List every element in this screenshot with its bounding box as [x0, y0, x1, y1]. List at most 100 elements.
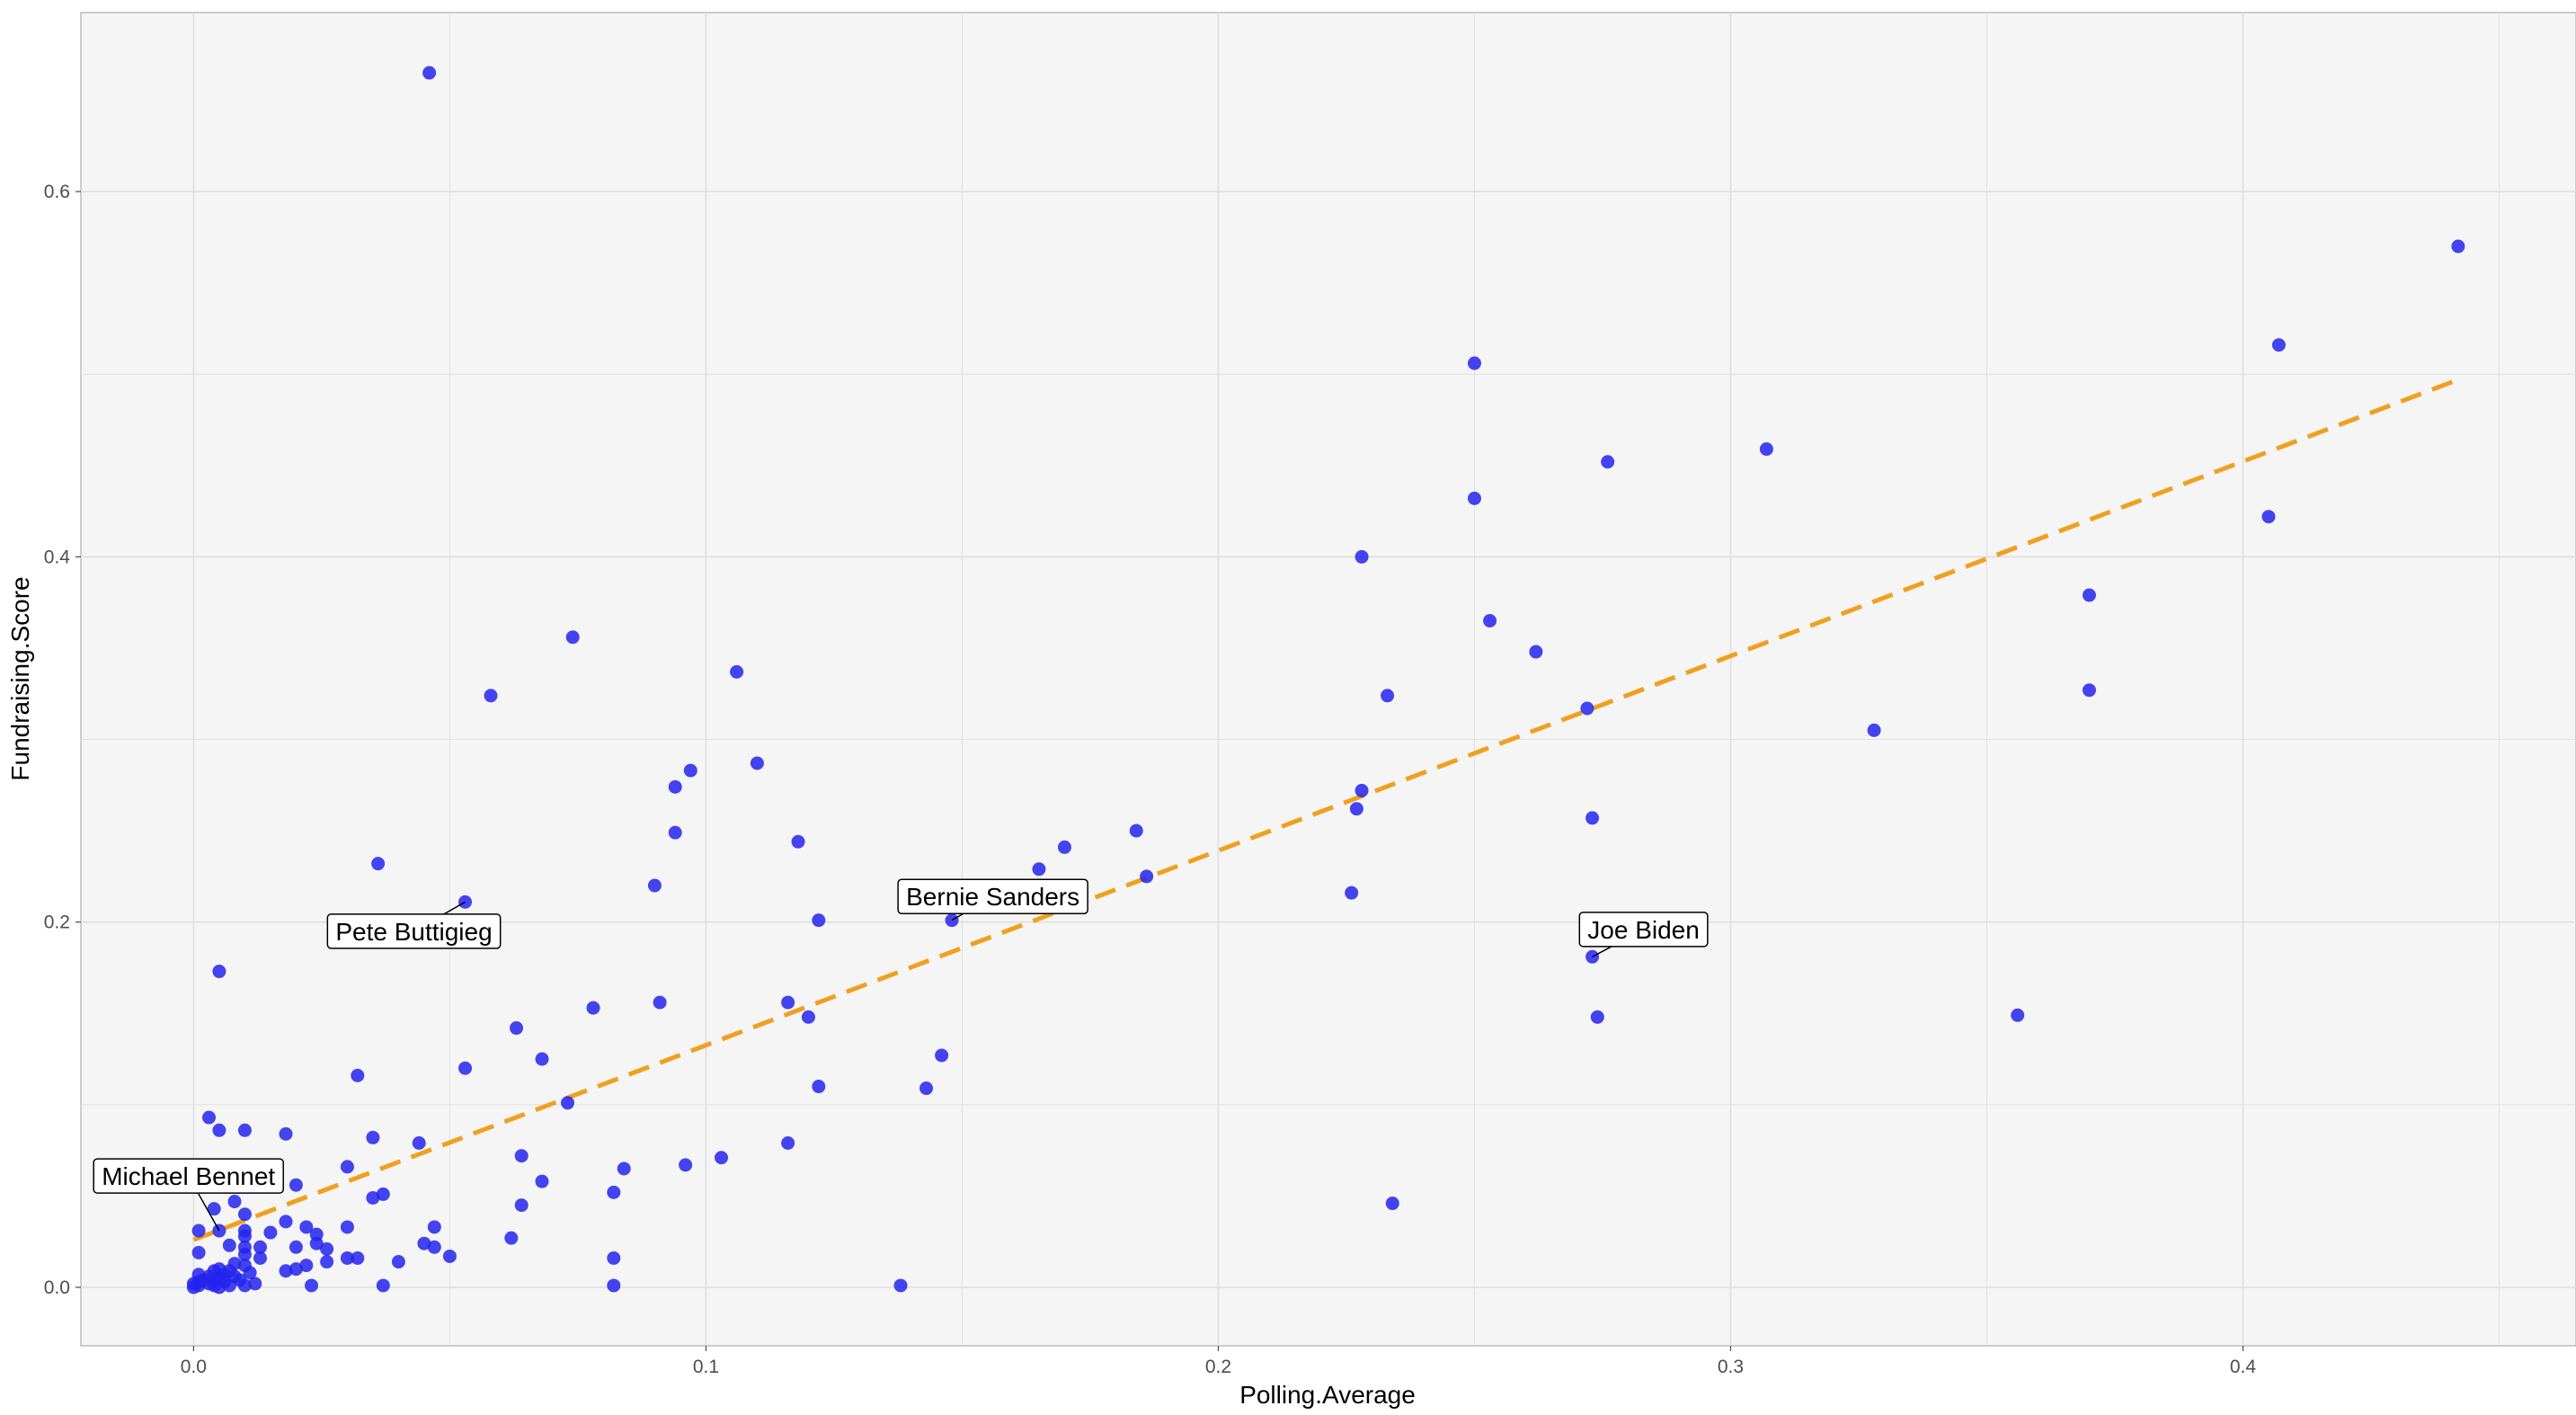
data-point — [237, 1247, 252, 1261]
data-point — [683, 763, 697, 778]
data-point — [417, 1236, 431, 1250]
data-point — [2271, 338, 2286, 352]
data-point — [607, 1250, 621, 1265]
data-point — [427, 1240, 441, 1254]
data-point — [207, 1202, 221, 1216]
data-point — [653, 995, 667, 1010]
data-point — [715, 1151, 729, 1165]
data-point — [2082, 588, 2096, 602]
data-point — [561, 1096, 575, 1110]
data-point — [679, 1158, 693, 1172]
data-point — [812, 913, 826, 928]
data-point — [1349, 802, 1364, 816]
data-point — [1057, 840, 1071, 854]
data-point — [1467, 491, 1481, 505]
data-point — [2261, 510, 2276, 524]
data-point — [668, 825, 682, 840]
data-point — [366, 1130, 380, 1144]
data-point — [222, 1238, 236, 1252]
grid-lines — [81, 13, 2576, 1346]
data-point — [1867, 723, 1881, 737]
data-point — [289, 1262, 303, 1277]
data-point — [919, 1081, 934, 1096]
data-point — [289, 1178, 303, 1192]
data-point — [2082, 683, 2096, 698]
data-point — [1032, 862, 1046, 877]
data-point — [812, 1080, 826, 1094]
data-point — [340, 1220, 354, 1234]
data-point — [243, 1266, 257, 1280]
data-point — [422, 66, 437, 80]
data-point — [510, 1021, 524, 1036]
annotation-box — [897, 878, 1088, 914]
annotation-label: Bernie Sanders — [897, 878, 1088, 921]
data-point — [212, 1280, 227, 1295]
data-point — [186, 1280, 200, 1295]
data-point — [442, 1249, 457, 1263]
data-point — [376, 1278, 390, 1293]
data-point — [299, 1220, 314, 1234]
data-point — [351, 1068, 365, 1082]
data-point — [1355, 549, 1369, 564]
trend-line — [192, 377, 2459, 1242]
data-point — [237, 1278, 252, 1293]
data-point — [305, 1278, 319, 1293]
y-tick-label: 0.4 — [44, 547, 71, 567]
data-point — [1129, 823, 1143, 838]
data-point — [427, 1220, 441, 1234]
data-point — [376, 1187, 390, 1201]
y-tick-label: 0.6 — [44, 182, 70, 202]
x-axis-title: Polling.Average — [1239, 1381, 1416, 1409]
data-point — [935, 1048, 949, 1063]
data-point — [279, 1215, 293, 1229]
data-point — [289, 1240, 303, 1254]
data-point — [893, 1278, 908, 1293]
plot-panel — [80, 12, 2576, 1347]
data-point — [253, 1250, 268, 1265]
data-point — [1601, 455, 1615, 469]
annotation-box — [326, 913, 502, 949]
data-point — [248, 1277, 262, 1291]
data-point — [750, 756, 764, 770]
data-point — [801, 1010, 815, 1024]
data-point — [535, 1052, 549, 1066]
data-point — [237, 1207, 252, 1222]
data-point — [607, 1185, 621, 1199]
annotation-label: Pete Buttigieg — [326, 901, 502, 949]
x-tick-label: 0.2 — [1205, 1357, 1231, 1377]
data-point — [237, 1123, 252, 1137]
annotation-box — [1578, 912, 1709, 948]
data-point — [607, 1278, 621, 1293]
data-point — [647, 878, 662, 893]
data-point — [1345, 885, 1359, 900]
annotation-text: Michael Bennet — [102, 1162, 275, 1190]
data-point — [504, 1231, 519, 1245]
data-point — [1381, 689, 1395, 703]
data-point — [781, 995, 795, 1010]
annotation-label: Michael Bennet — [93, 1158, 284, 1232]
x-tick-label: 0.0 — [181, 1357, 207, 1377]
data-point — [791, 834, 805, 849]
data-point — [227, 1195, 242, 1209]
data-point — [1483, 613, 1497, 627]
data-point — [668, 779, 682, 794]
data-point — [412, 1136, 426, 1151]
annotation-label: Joe Biden — [1578, 912, 1709, 957]
data-point — [1580, 701, 1594, 716]
data-point — [1590, 1010, 1604, 1024]
data-point — [237, 1229, 252, 1243]
data-point — [202, 1110, 217, 1125]
data-point — [279, 1264, 293, 1278]
data-point — [340, 1160, 354, 1174]
data-point — [1385, 1197, 1399, 1211]
data-point — [366, 1190, 380, 1205]
data-point — [320, 1255, 334, 1269]
data-point — [535, 1174, 549, 1188]
data-point — [514, 1149, 529, 1163]
data-point — [1467, 356, 1481, 370]
data-point — [565, 630, 580, 645]
data-point — [222, 1278, 236, 1293]
annotation-text: Pete Buttigieg — [335, 918, 492, 946]
data-point — [586, 1001, 600, 1015]
data-point — [191, 1224, 206, 1238]
